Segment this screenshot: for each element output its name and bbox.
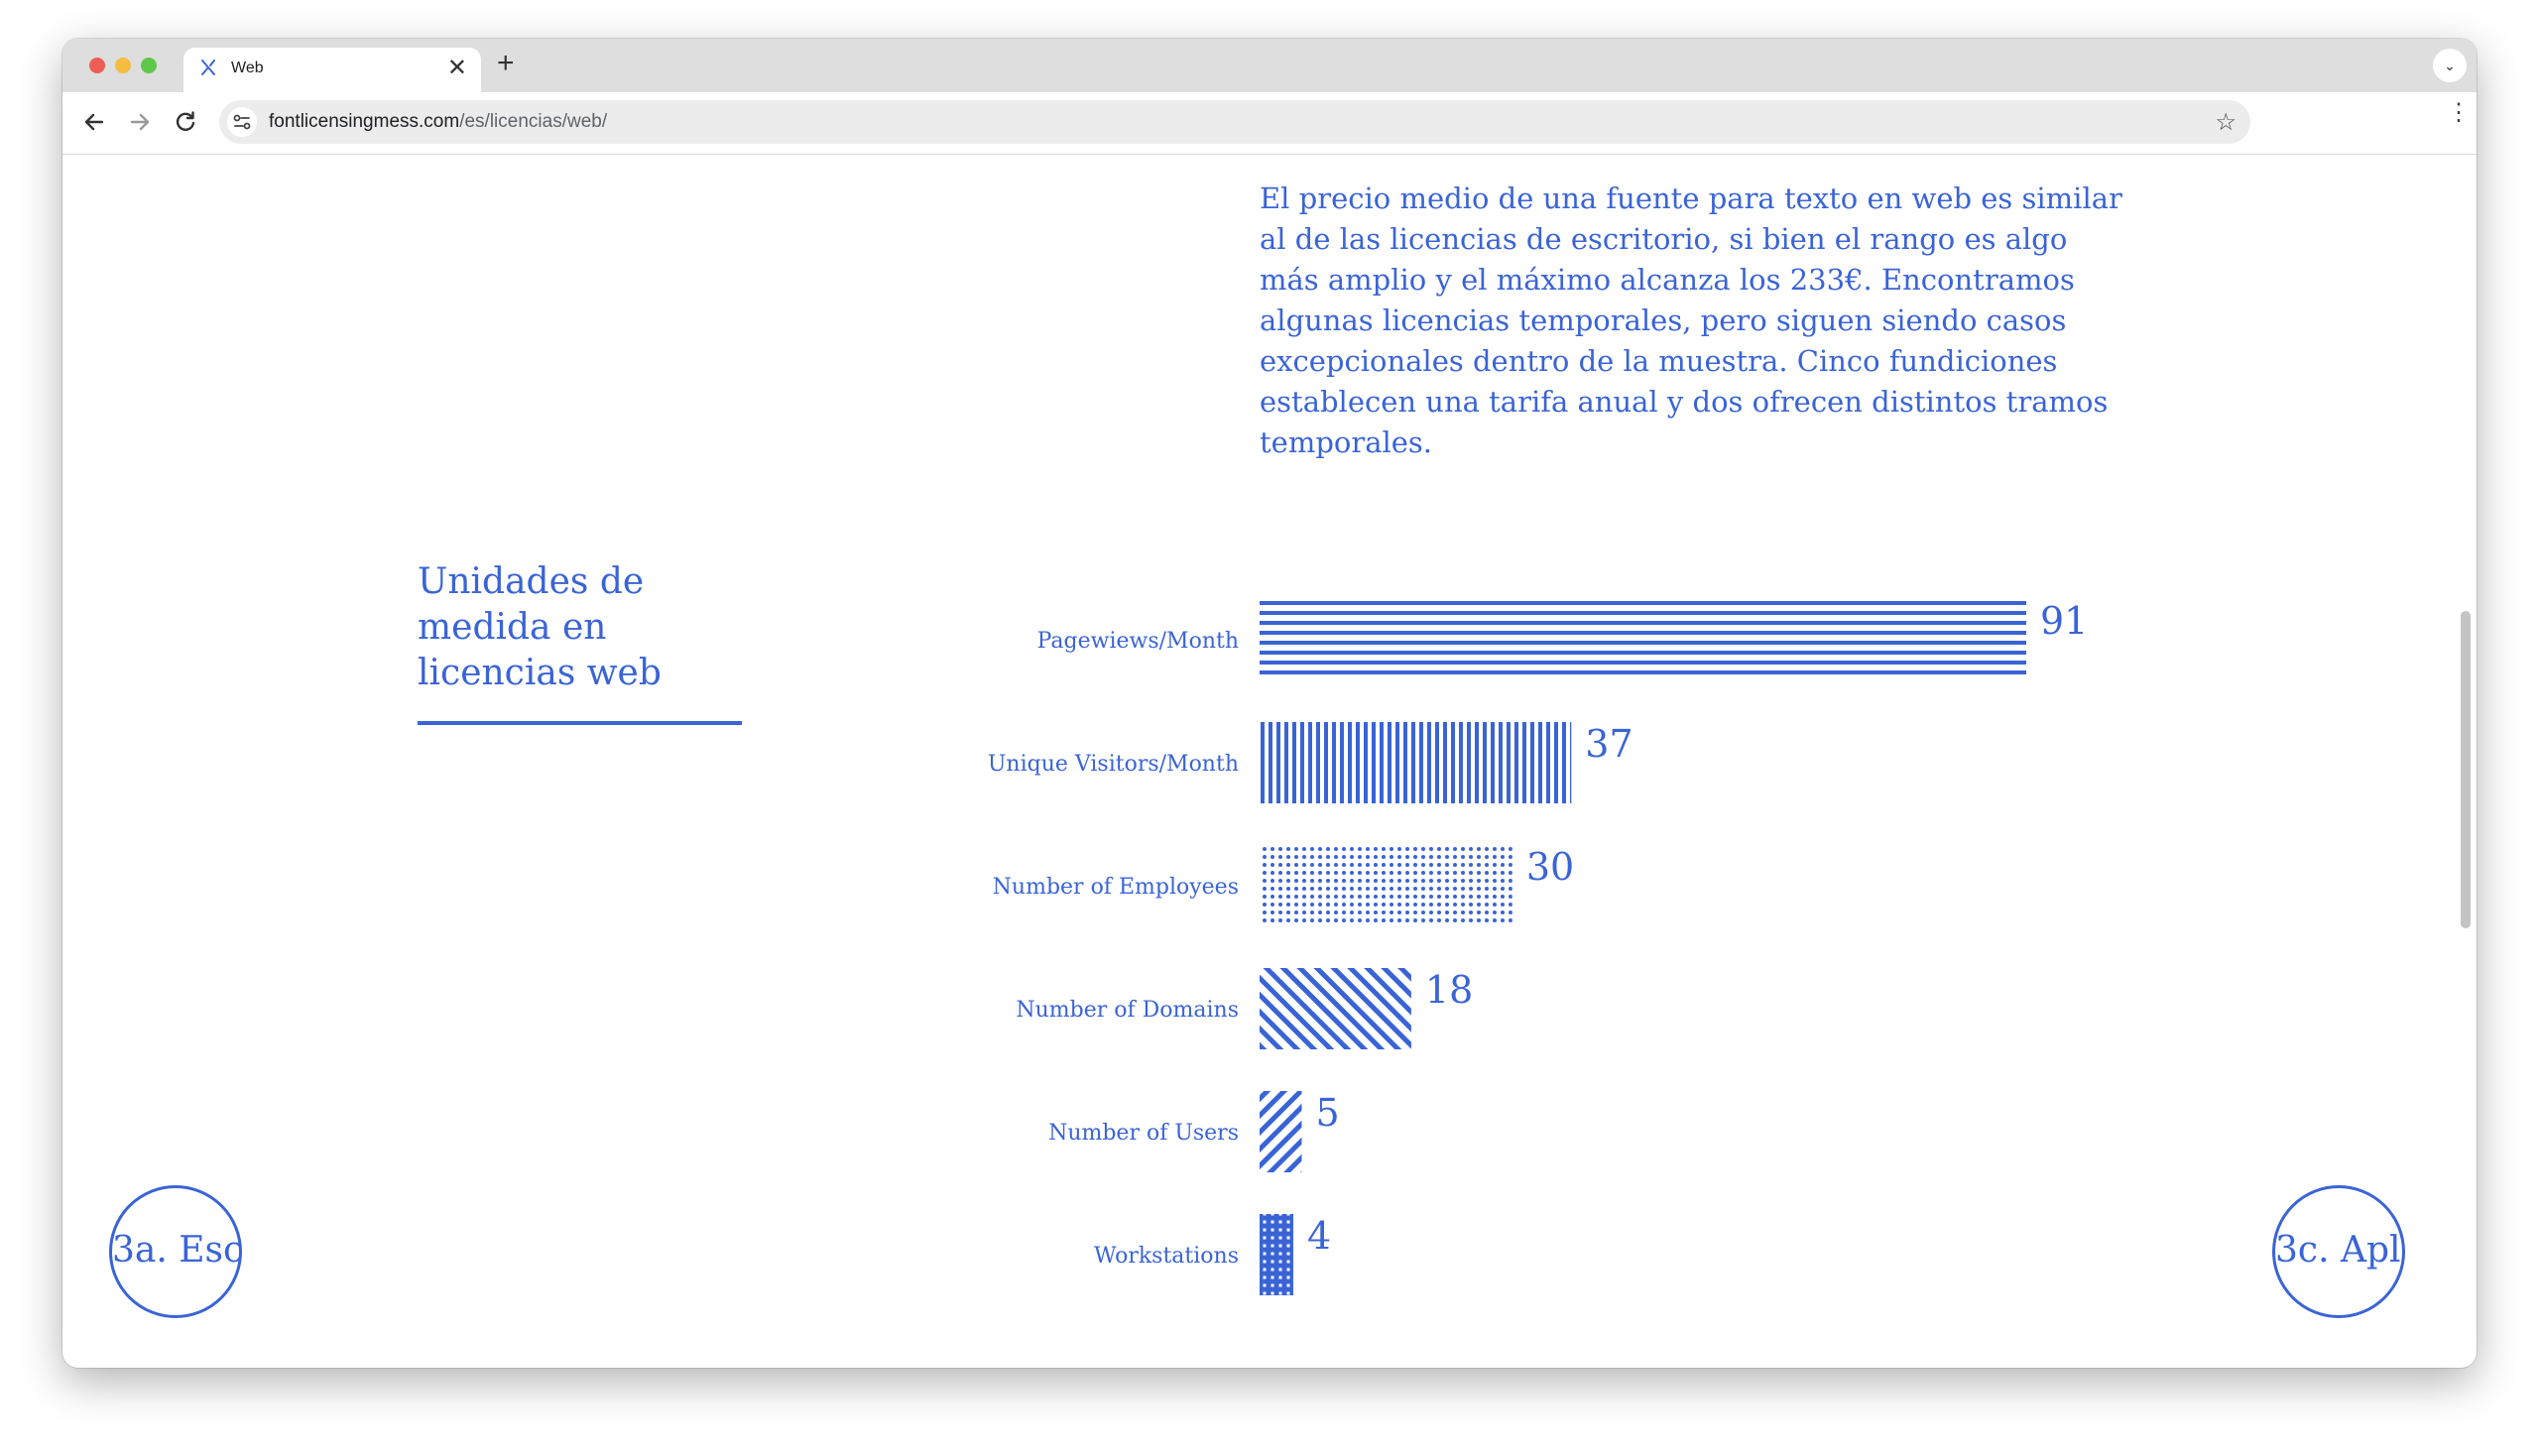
url-text: fontlicensingmess.com/es/licencias/web/ — [269, 111, 607, 133]
value-label-number-of-users: 5 — [1315, 1091, 1339, 1135]
bar-number-of-users — [1260, 1091, 1302, 1172]
page-viewport: El precio medio de una fuente para texto… — [62, 155, 2477, 1368]
next-section-link[interactable]: 3c. Apli — [2272, 1185, 2405, 1318]
url-host: fontlicensingmess.com — [269, 111, 460, 132]
browser-toolbar: fontlicensingmess.com/es/licencias/web/ … — [62, 92, 2477, 155]
tab-strip: Web ✕ + ⌄ — [62, 39, 2477, 92]
window-maximize-button[interactable] — [141, 58, 157, 73]
value-label-number-of-employees: 30 — [1526, 845, 1574, 889]
url-path: /es/licencias/web/ — [459, 111, 608, 132]
address-bar[interactable]: fontlicensingmess.com/es/licencias/web/ … — [219, 100, 2250, 144]
bar-number-of-employees — [1260, 845, 1512, 926]
browser-window: Web ✕ + ⌄ fontlicensingmess.com/es/licen… — [62, 39, 2477, 1368]
scrollbar-thumb[interactable] — [2461, 611, 2471, 928]
category-label-unique-visitors-month: Unique Visitors/Month — [988, 752, 1239, 777]
window-minimize-button[interactable] — [115, 58, 131, 73]
section-title: Unidades de medida en licencias web — [418, 561, 662, 693]
category-label-number-of-employees: Number of Employees — [993, 875, 1239, 900]
forward-arrow-icon[interactable] — [120, 102, 160, 142]
new-tab-button[interactable]: + — [497, 47, 515, 79]
value-label-unique-visitors-month: 37 — [1585, 722, 1632, 766]
chart-marks: Pagewiews/Month 91 Unique Visitors/Month 37… — [988, 599, 2088, 1295]
intro-paragraph: El precio medio de una fuente para texto… — [1260, 182, 2122, 459]
value-label-number-of-domains: 18 — [1425, 968, 1473, 1012]
value-label-workstations: 4 — [1307, 1214, 1331, 1258]
category-label-number-of-domains: Number of Domains — [1016, 998, 1239, 1023]
units-bar-chart: Pagewiews/Month 91 Unique Visitors/Month 37… — [988, 599, 2088, 1295]
favicon-icon — [201, 60, 215, 75]
bar-number-of-domains — [1260, 968, 1411, 1049]
prev-section-label: 3a. Escr — [112, 1230, 242, 1271]
window-close-button[interactable] — [89, 58, 105, 73]
prev-section-link[interactable]: 3a. Escr — [109, 1185, 242, 1318]
tab-search-dropdown-icon[interactable]: ⌄ — [2433, 49, 2467, 82]
category-label-number-of-users: Number of Users — [1048, 1121, 1239, 1146]
tab-title: Web — [231, 60, 264, 76]
bar-unique-visitors-month — [1260, 722, 1572, 803]
category-label-workstations: Workstations — [1094, 1244, 1239, 1269]
reload-icon[interactable] — [166, 102, 205, 142]
kebab-menu-icon[interactable]: ⋮ — [2447, 99, 2471, 126]
bar-workstations — [1260, 1214, 1293, 1295]
tab-web[interactable]: Web ✕ — [183, 48, 481, 92]
category-label-pagewiews-month: Pagewiews/Month — [1037, 629, 1239, 654]
star-icon[interactable]: ☆ — [2215, 109, 2237, 136]
back-arrow-icon[interactable] — [74, 102, 114, 142]
value-label-pagewiews-month: 91 — [2040, 599, 2088, 643]
section-title-underline — [418, 721, 742, 725]
tab-close-icon[interactable]: ✕ — [446, 55, 467, 81]
next-section-label: 3c. Apli — [2275, 1230, 2405, 1271]
bar-pagewiews-month — [1260, 599, 2026, 680]
site-settings-icon[interactable] — [227, 107, 257, 137]
